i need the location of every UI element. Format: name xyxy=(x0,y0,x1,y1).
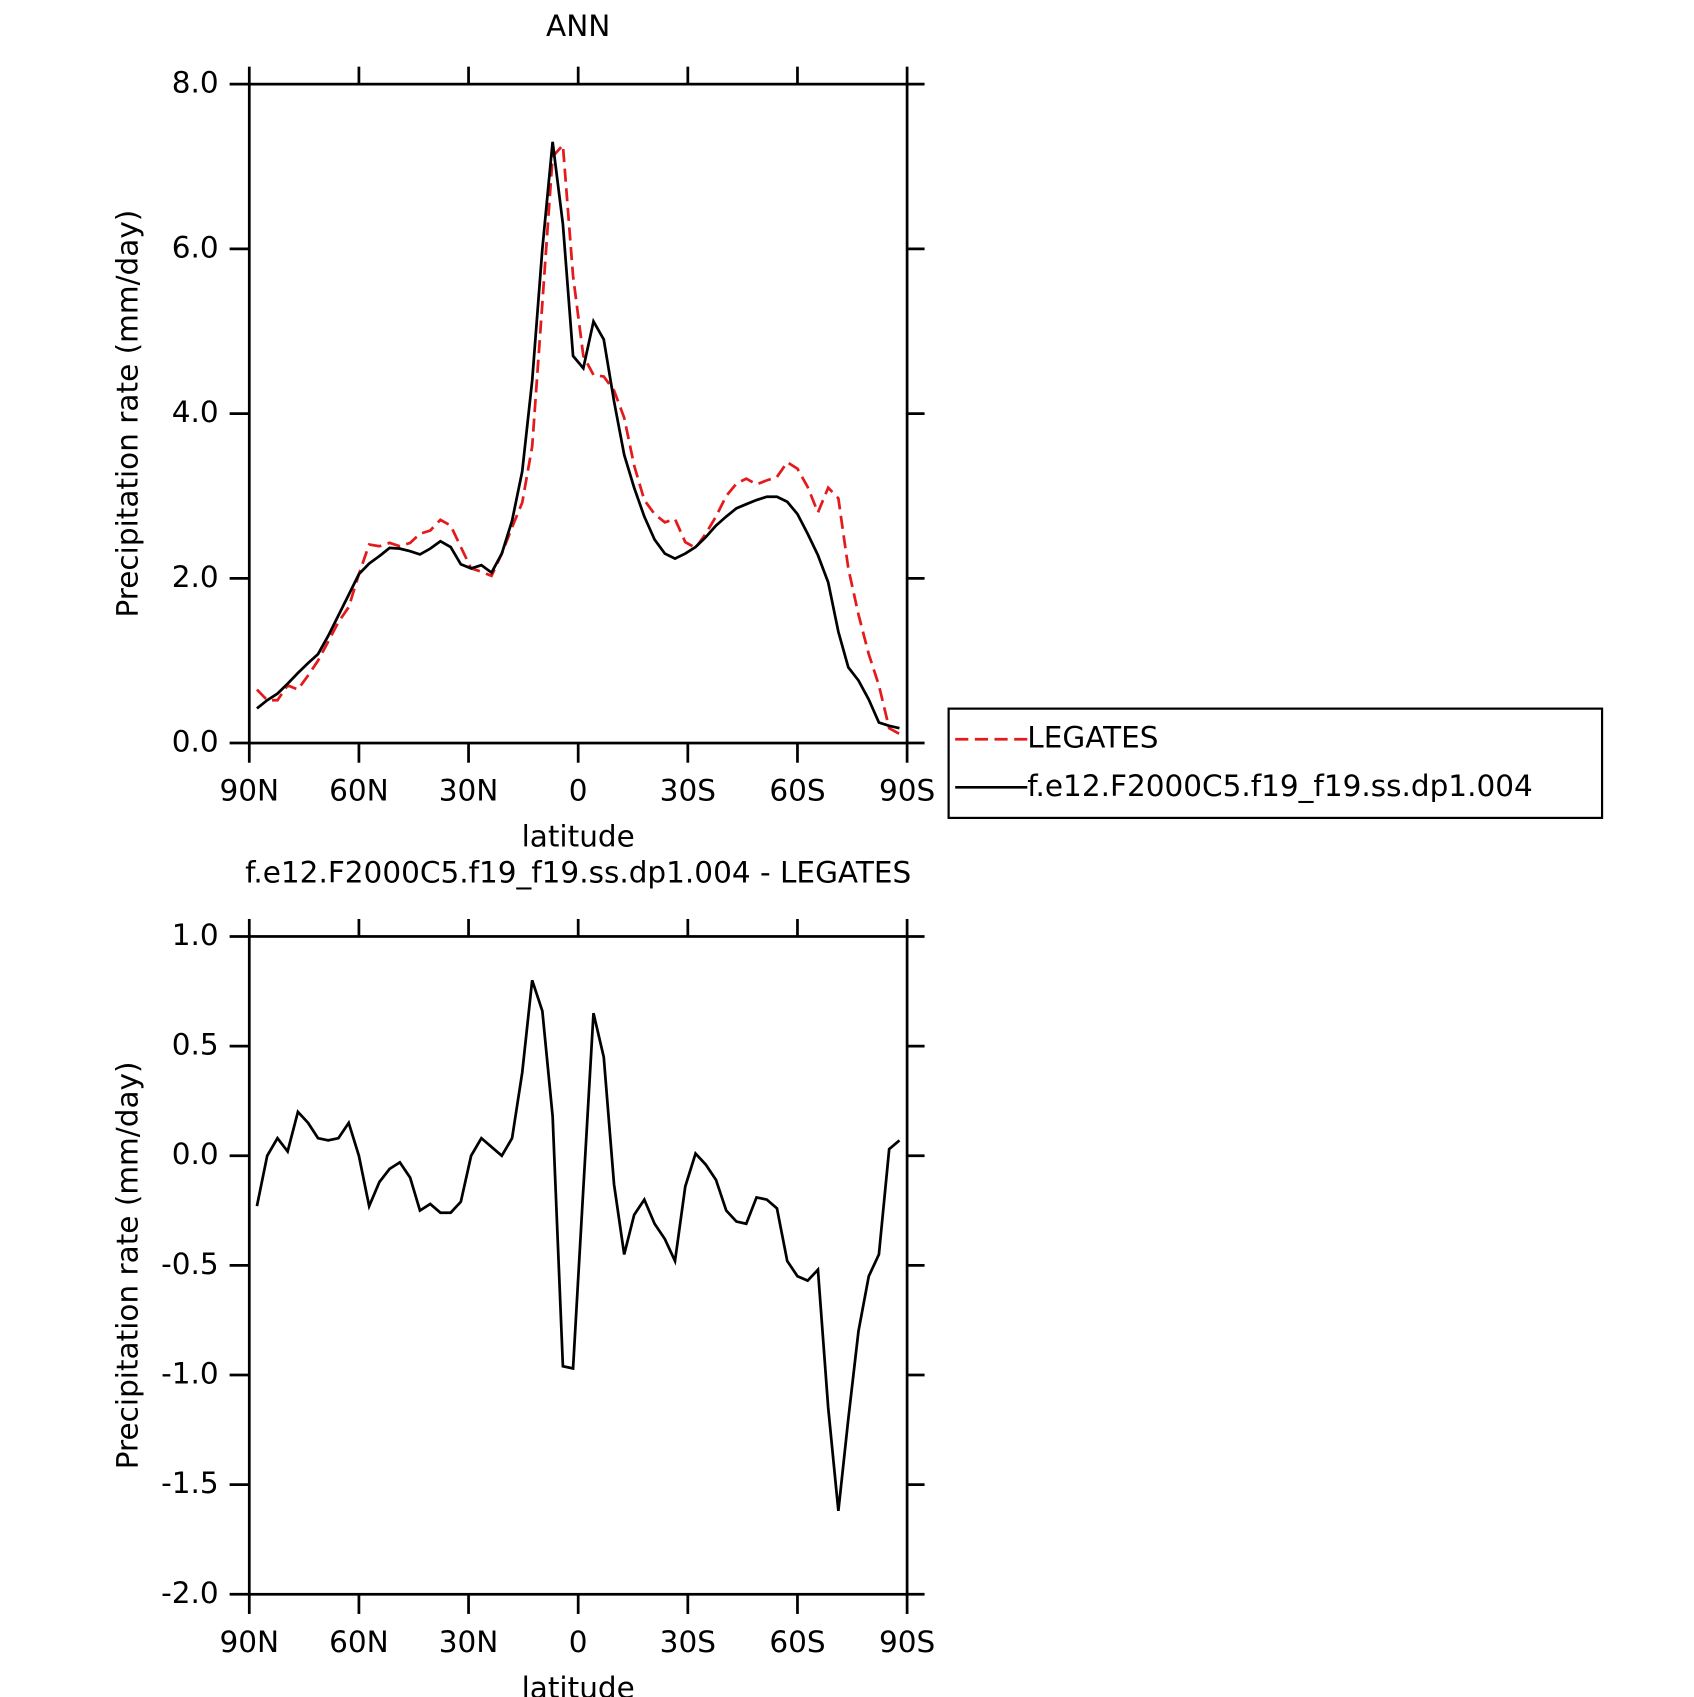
y-axis-label: Precipitation rate (mm/day) xyxy=(111,210,145,618)
legend-label: LEGATES xyxy=(1027,721,1158,755)
y-tick-label: -0.5 xyxy=(161,1247,219,1281)
x-tick-label: 30N xyxy=(439,774,499,808)
x-tick-label: 60N xyxy=(329,774,389,808)
x-tick-label: 90N xyxy=(219,774,279,808)
plot-frame xyxy=(247,82,909,745)
y-tick-label: -1.5 xyxy=(161,1466,219,1500)
y-tick-label: 6.0 xyxy=(172,230,219,264)
x-tick-label: 90S xyxy=(879,1625,935,1659)
y-tick-label: 2.0 xyxy=(172,560,219,594)
chart-title: ANN xyxy=(546,9,610,43)
data-line xyxy=(256,141,900,730)
x-tick-label: 60S xyxy=(769,1625,825,1659)
x-tick-label: 0 xyxy=(569,1625,588,1659)
chart-title: f.e12.F2000C5.f19_f19.ss.dp1.004 - LEGAT… xyxy=(245,856,911,890)
legend-box xyxy=(947,707,1604,819)
legend-label: f.e12.F2000C5.f19_f19.ss.dp1.004 xyxy=(1027,769,1532,803)
x-tick-label: 90S xyxy=(879,774,935,808)
data-line xyxy=(255,141,901,736)
x-tick-label: 30N xyxy=(439,1625,499,1659)
x-tick-label: 90N xyxy=(219,1625,279,1659)
y-axis-label: Precipitation rate (mm/day) xyxy=(111,1061,145,1469)
x-axis-label: latitude xyxy=(522,820,635,854)
x-tick-label: 30S xyxy=(660,774,716,808)
y-tick-label: -2.0 xyxy=(161,1576,219,1610)
x-tick-label: 60N xyxy=(329,1625,389,1659)
x-tick-label: 60S xyxy=(769,774,825,808)
data-line xyxy=(255,979,901,1512)
y-tick-label: 8.0 xyxy=(172,66,219,100)
x-tick-label: 0 xyxy=(569,774,588,808)
x-tick-label: 30S xyxy=(660,1625,716,1659)
x-axis-label: latitude xyxy=(522,1671,635,1697)
y-tick-label: -1.0 xyxy=(161,1357,219,1391)
y-tick-label: 0.0 xyxy=(172,1137,219,1171)
y-tick-label: 0.0 xyxy=(172,725,219,759)
y-tick-label: 4.0 xyxy=(172,395,219,429)
y-tick-label: 0.5 xyxy=(172,1028,219,1062)
y-tick-label: 1.0 xyxy=(172,918,219,952)
